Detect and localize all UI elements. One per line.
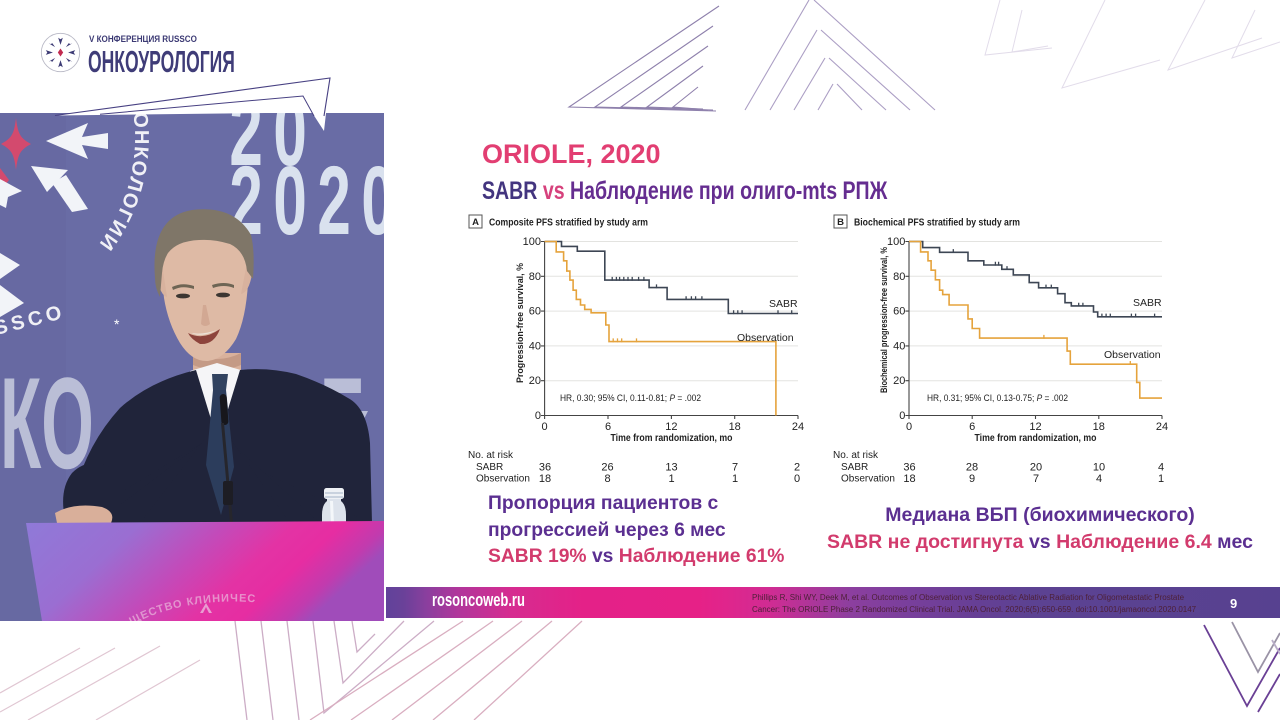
svg-text:10: 10 xyxy=(1093,462,1105,474)
svg-text:60: 60 xyxy=(529,306,541,318)
svg-text:HR, 0.31; 95% CI, 0.13-0.75; P: HR, 0.31; 95% CI, 0.13-0.75; P = .002 xyxy=(927,392,1068,403)
svg-text:100: 100 xyxy=(887,236,905,248)
svg-text:13: 13 xyxy=(665,462,677,474)
svg-text:Observation: Observation xyxy=(1104,349,1161,361)
svg-text:Biochemical PFS stratified by: Biochemical PFS stratified by study arm xyxy=(854,218,1020,229)
svg-text:2020: 2020 xyxy=(229,147,384,255)
svg-text:18: 18 xyxy=(539,473,551,485)
svg-text:SABR: SABR xyxy=(769,298,798,310)
svg-text:*: * xyxy=(114,316,120,332)
svg-text:20: 20 xyxy=(893,375,905,387)
svg-text:18: 18 xyxy=(729,421,741,433)
svg-text:80: 80 xyxy=(529,271,541,283)
svg-text:No. at risk: No. at risk xyxy=(468,450,514,461)
svg-text:80: 80 xyxy=(893,271,905,283)
svg-text:36: 36 xyxy=(539,462,551,474)
svg-text:Observation: Observation xyxy=(737,332,794,344)
svg-text:18: 18 xyxy=(1093,421,1105,433)
svg-text:6: 6 xyxy=(605,421,611,433)
svg-text:7: 7 xyxy=(732,462,738,474)
svg-text:18: 18 xyxy=(903,473,915,485)
svg-text:24: 24 xyxy=(1156,421,1168,433)
svg-text:SABR: SABR xyxy=(841,462,868,473)
svg-text:Time from randomization, mo: Time from randomization, mo xyxy=(975,433,1097,444)
svg-text:Observation: Observation xyxy=(841,474,895,485)
svg-text:SABR: SABR xyxy=(476,462,503,473)
svg-text:40: 40 xyxy=(529,340,541,352)
svg-text:20: 20 xyxy=(529,375,541,387)
svg-text:Time from randomization, mo: Time from randomization, mo xyxy=(611,433,733,444)
svg-text:0: 0 xyxy=(906,421,912,433)
svg-text:9: 9 xyxy=(969,473,975,485)
svg-text:Progression-free survival, %: Progression-free survival, % xyxy=(515,262,526,383)
svg-text:SABR: SABR xyxy=(1133,297,1162,309)
svg-text:Biochemical progression-free s: Biochemical progression-free survival, % xyxy=(879,247,890,393)
svg-text:No. at risk: No. at risk xyxy=(833,450,879,461)
svg-text:26: 26 xyxy=(601,462,613,474)
svg-text:6: 6 xyxy=(969,421,975,433)
svg-text:Composite PFS stratified by st: Composite PFS stratified by study arm xyxy=(489,218,648,229)
svg-text:7: 7 xyxy=(1033,473,1039,485)
svg-text:1: 1 xyxy=(732,473,738,485)
svg-text:28: 28 xyxy=(966,462,978,474)
svg-text:36: 36 xyxy=(903,462,915,474)
svg-text:1: 1 xyxy=(1158,473,1164,485)
svg-text:60: 60 xyxy=(893,306,905,318)
svg-text:12: 12 xyxy=(665,421,677,433)
svg-text:2: 2 xyxy=(794,462,800,474)
svg-text:A: A xyxy=(472,217,479,228)
svg-text:20: 20 xyxy=(1030,462,1042,474)
svg-text:100: 100 xyxy=(523,236,541,248)
svg-text:Observation: Observation xyxy=(476,474,530,485)
svg-text:24: 24 xyxy=(792,421,804,433)
svg-text:HR, 0.30; 95% CI, 0.11-0.81; P: HR, 0.30; 95% CI, 0.11-0.81; P = .002 xyxy=(560,392,701,403)
svg-text:20: 20 xyxy=(229,113,317,187)
svg-text:40: 40 xyxy=(893,340,905,352)
svg-text:0: 0 xyxy=(542,421,548,433)
svg-text:4: 4 xyxy=(1096,473,1102,485)
svg-text:0: 0 xyxy=(794,473,800,485)
svg-text:1: 1 xyxy=(668,473,674,485)
svg-text:0: 0 xyxy=(899,410,905,422)
svg-text:4: 4 xyxy=(1158,462,1164,474)
svg-text:12: 12 xyxy=(1029,421,1041,433)
svg-text:0: 0 xyxy=(535,410,541,422)
svg-text:B: B xyxy=(837,217,844,228)
svg-text:8: 8 xyxy=(604,473,610,485)
